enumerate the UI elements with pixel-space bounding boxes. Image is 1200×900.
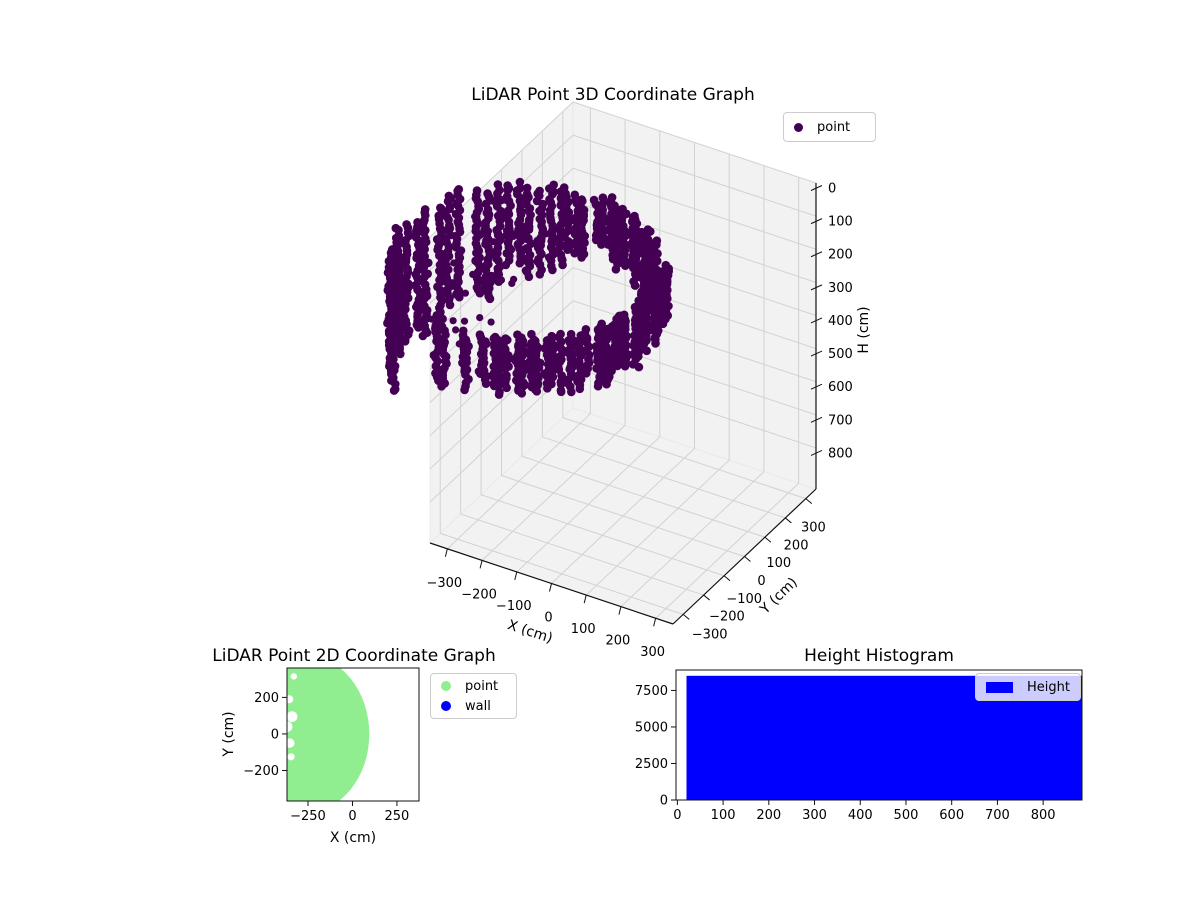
svg-text:300: 300	[801, 520, 826, 535]
plot3d-title: LiDAR Point 3D Coordinate Graph	[471, 85, 755, 105]
histogram-ticks-and-labels: 0 100 200 300 400 500 600 700 800 0 2500 5000 7500	[635, 684, 1056, 823]
svg-text:200: 200	[784, 538, 809, 553]
plot2d-axes	[286, 667, 420, 802]
plot3d-legend: point	[783, 112, 876, 142]
svg-text:5000: 5000	[635, 720, 668, 735]
plot2d-legend-item-wall: wall	[431, 696, 516, 716]
svg-text:0: 0	[828, 182, 836, 197]
point-marker-icon	[441, 681, 451, 691]
histogram-legend: Height	[975, 673, 1081, 701]
svg-text:300: 300	[640, 645, 665, 660]
svg-text:−200: −200	[461, 587, 497, 602]
3d-point-cloud	[383, 177, 673, 399]
svg-text:500: 500	[828, 347, 853, 362]
svg-text:−100: −100	[726, 592, 762, 607]
plot2d-legend: point wall	[430, 673, 517, 719]
svg-text:0: 0	[660, 794, 668, 809]
svg-text:800: 800	[828, 446, 853, 461]
svg-text:600: 600	[939, 808, 964, 823]
svg-text:0: 0	[348, 809, 356, 824]
svg-text:−200: −200	[243, 764, 279, 779]
plot2d-legend-item-point: point	[431, 676, 516, 696]
plot3d-ticks-and-labels: −300−200−1000100200300−300−200−100010020…	[426, 182, 852, 661]
plot2d-xlabel: X (cm)	[329, 830, 377, 846]
svg-text:300: 300	[828, 281, 853, 296]
svg-text:600: 600	[828, 380, 853, 395]
svg-text:500: 500	[894, 808, 919, 823]
svg-text:2500: 2500	[635, 757, 668, 772]
svg-text:300: 300	[802, 808, 827, 823]
plot2d-ylabel: Y (cm)	[221, 711, 237, 757]
svg-text:0: 0	[544, 611, 552, 626]
svg-text:400: 400	[828, 314, 853, 329]
plot3d-legend-item: point	[784, 117, 875, 137]
point-marker-icon	[794, 122, 803, 132]
svg-text:200: 200	[254, 691, 279, 706]
svg-text:800: 800	[1031, 808, 1056, 823]
svg-text:700: 700	[985, 808, 1010, 823]
svg-text:0: 0	[757, 574, 765, 589]
svg-text:7500: 7500	[635, 684, 668, 699]
svg-text:200: 200	[756, 808, 781, 823]
svg-text:100: 100	[571, 622, 596, 637]
plot2d-legend-label-point: point	[465, 678, 499, 694]
plot3d-legend-label: point	[817, 119, 851, 135]
svg-text:−300: −300	[426, 576, 462, 591]
wall-marker-icon	[441, 701, 451, 711]
svg-text:100: 100	[711, 808, 736, 823]
svg-text:200: 200	[606, 634, 631, 649]
svg-text:400: 400	[848, 808, 873, 823]
svg-text:0: 0	[673, 808, 681, 823]
2d-point-region	[287, 668, 419, 801]
svg-text:−250: −250	[290, 809, 326, 824]
histogram-legend-item: Height	[976, 677, 1080, 697]
svg-text:100: 100	[828, 215, 853, 230]
histogram-title: Height Histogram	[804, 646, 954, 666]
height-swatch-icon	[986, 681, 1013, 693]
svg-text:100: 100	[766, 556, 791, 571]
plot3d-zlabel: H (cm)	[856, 306, 872, 354]
histogram-frame	[675, 669, 1083, 801]
plot2d-ticks-and-labels: −250 0 250 −200 0 200	[243, 691, 409, 824]
plot2d-title: LiDAR Point 2D Coordinate Graph	[212, 646, 496, 666]
svg-text:−300: −300	[692, 628, 728, 643]
svg-text:250: 250	[385, 809, 410, 824]
svg-text:0: 0	[271, 727, 279, 742]
svg-text:−200: −200	[709, 610, 745, 625]
svg-text:200: 200	[828, 248, 853, 263]
plot2d-legend-label-wall: wall	[465, 698, 491, 714]
svg-text:700: 700	[828, 413, 853, 428]
histogram-legend-label: Height	[1027, 679, 1070, 695]
svg-text:−100: −100	[496, 599, 532, 614]
